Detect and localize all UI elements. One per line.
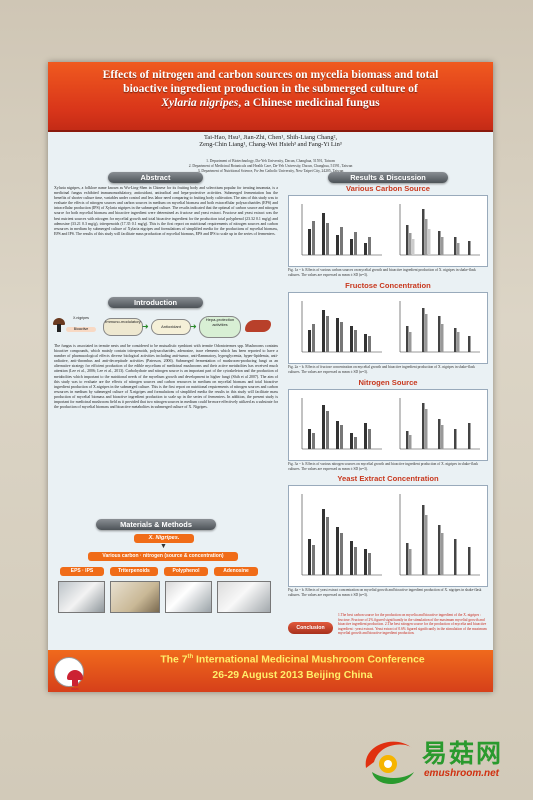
figure-1 bbox=[288, 195, 488, 267]
title-line-2: bioactive ingredient production in the s… bbox=[123, 82, 418, 95]
figure-1-caption: Fig. 1a ~ b. Effects of various carbon s… bbox=[288, 268, 476, 277]
lab-photo-culture bbox=[110, 581, 160, 613]
methods-item-eps: EPS · IPS bbox=[60, 567, 104, 576]
authors-line-2: Zeng-Chin Liang¹, Chang-Wei Hsieh³ and F… bbox=[199, 141, 342, 148]
diagram-label-bioactive: Bioactive bbox=[66, 327, 96, 332]
abstract-text: Xylaria nigripes, a folklore name known … bbox=[54, 186, 278, 236]
mushroom-icon bbox=[53, 318, 65, 332]
results-heading-fructose: Fructose Concentration bbox=[345, 281, 431, 290]
conference-dates: 26-29 August 2013 Beijing China bbox=[212, 670, 373, 681]
diagram-box-immunomodulatory: Immuno-modulatory bbox=[103, 318, 143, 336]
figure-2-caption: Fig. 2a ~ b. Effects of fructose concent… bbox=[288, 365, 475, 374]
diagram-label-xnigripes: X.nigripes bbox=[73, 316, 89, 320]
results-heading: Results & Discussion bbox=[328, 172, 448, 183]
results-heading-carbon: Various Carbon Source bbox=[346, 184, 430, 193]
introduction-text: The fungus is associated in termite nest… bbox=[54, 344, 278, 410]
figure-3b bbox=[399, 398, 480, 450]
figure-1b bbox=[399, 204, 480, 256]
results-heading-nitrogen: Nitrogen Source bbox=[358, 378, 418, 387]
figure-4 bbox=[288, 485, 488, 587]
lab-photo-equipment bbox=[165, 581, 212, 613]
authors: Tai-Hao, Hsu¹, Jian-Zhi, Chen¹, Shih-Lia… bbox=[48, 134, 493, 148]
materials-heading: Materials & Methods bbox=[96, 519, 216, 530]
research-poster: Effects of nitrogen and carbon sources o… bbox=[48, 62, 493, 692]
introduction-heading: Introduction bbox=[108, 297, 203, 308]
figure-3-caption: Fig. 3a ~ b. Effects of various nitrogen… bbox=[288, 462, 479, 471]
affiliation-2: 2. Department of Medicinal Botanicals an… bbox=[188, 164, 353, 168]
imm-conference-logo: IMMC bbox=[54, 657, 84, 691]
title-species: Xylaria nigripes bbox=[161, 96, 239, 109]
lab-photo-flasks bbox=[58, 581, 105, 613]
conference-footer: IMMC The 7th International Medicinal Mus… bbox=[48, 650, 493, 692]
conference-name: The 7th International Medicinal Mushroom… bbox=[160, 654, 425, 666]
methods-item-polyphenol: Polyphenol bbox=[164, 567, 208, 576]
watermark-chinese: 易菇网 bbox=[422, 739, 504, 768]
figure-2b bbox=[399, 301, 480, 353]
figure-3 bbox=[288, 389, 488, 461]
watermark-url: emushroom.net bbox=[424, 768, 500, 779]
site-watermark: 易菇网 emushroom.net bbox=[358, 732, 528, 792]
diagram-box-hepaprotection: Hepa-protection activities bbox=[199, 316, 241, 338]
authors-line-1: Tai-Hao, Hsu¹, Jian-Zhi, Chen¹, Shih-Lia… bbox=[203, 134, 338, 141]
arrow-icon: ➜ bbox=[190, 322, 197, 331]
liver-icon bbox=[245, 320, 271, 332]
figure-2a bbox=[301, 301, 382, 353]
results-heading-yeast: Yeast Extract Concentration bbox=[337, 474, 439, 483]
intro-diagram: X.nigripes Bioactive Immuno-modulatory ➜… bbox=[53, 314, 278, 340]
emushroom-logo-icon bbox=[365, 741, 414, 784]
figure-4-caption: Fig. 4a ~ b. Effects of yeast extract co… bbox=[288, 588, 482, 597]
title-banner: Effects of nitrogen and carbon sources o… bbox=[48, 62, 493, 132]
logo-text: IMMC bbox=[71, 687, 79, 691]
figure-3a bbox=[301, 398, 382, 450]
methods-item-triterpenoids: Triterpenoids bbox=[110, 567, 158, 576]
figure-1a bbox=[301, 204, 382, 256]
poster-title: Effects of nitrogen and carbon sources o… bbox=[56, 68, 485, 110]
title-line-1: Effects of nitrogen and carbon sources o… bbox=[102, 68, 439, 81]
title-line-3: , a Chinese medicinal fungus bbox=[238, 96, 380, 109]
methods-variable: Various carbon · nitrogen (source & conc… bbox=[88, 552, 238, 561]
abstract-heading: Abstract bbox=[108, 172, 203, 183]
affiliations: 1. Department of Biotechnology, Da-Yeh U… bbox=[48, 159, 493, 174]
diagram-box-antioxidant: Antioxidant bbox=[151, 319, 191, 335]
arrow-down-icon: ▼ bbox=[160, 543, 167, 550]
lab-photo-instrument bbox=[217, 581, 271, 613]
figure-4b bbox=[399, 494, 480, 576]
mushroom-icon bbox=[67, 670, 83, 680]
affiliation-3: 3. Department of Nutritional Science, Fu… bbox=[197, 169, 344, 173]
conclusion-heading: Conclusion bbox=[288, 622, 333, 634]
figure-2 bbox=[288, 292, 488, 364]
conclusion-text: 1.The best carbon source for the product… bbox=[338, 613, 487, 636]
affiliation-1: 1. Department of Biotechnology, Da-Yeh U… bbox=[206, 159, 335, 163]
methods-item-adenosine: Adenosine bbox=[214, 567, 258, 576]
methods-species: X. Nigripes. bbox=[134, 534, 194, 543]
figure-4a bbox=[301, 494, 382, 576]
arrow-icon: ➜ bbox=[142, 322, 149, 331]
